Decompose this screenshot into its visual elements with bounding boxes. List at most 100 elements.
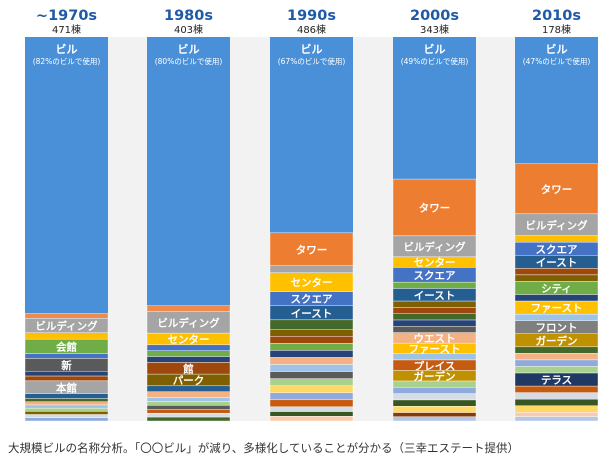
bar-segment (24, 398, 109, 402)
bar-segment (24, 332, 109, 340)
building-count: 471棟 (52, 23, 81, 36)
segment-label: テラス (541, 375, 572, 387)
segment-label: 本館 (56, 381, 77, 394)
segment-label: スクエア (414, 270, 456, 282)
bar-segment (146, 385, 231, 392)
segment-label: ガーデン (536, 334, 578, 347)
bar-segment (24, 401, 109, 406)
bar-segment (269, 399, 354, 408)
bar-segment (514, 405, 599, 413)
bar-segment (514, 163, 599, 215)
bar-segment (392, 313, 477, 321)
main-segment-percent: (47%のビルで使用) (523, 56, 591, 66)
building-count: 343棟 (420, 23, 449, 36)
bar-segment (392, 307, 477, 314)
segment-label: ウエスト (414, 333, 456, 345)
bar-segment (146, 416, 231, 422)
bar-segment (392, 353, 477, 361)
main-segment-percent: (80%のビルで使用) (155, 56, 223, 66)
segment-label: ファースト (531, 303, 583, 315)
gap-strip (230, 37, 270, 421)
bar-segment (514, 359, 599, 367)
building-count: 403棟 (174, 23, 203, 36)
bar-segment (24, 404, 109, 409)
bar-segment (146, 412, 231, 418)
bar-segment (269, 319, 354, 330)
bar-segment (269, 371, 354, 379)
bar-segment-main (25, 37, 108, 314)
bar-segment (392, 412, 477, 417)
segment-label: タワー (296, 244, 328, 256)
bar-segment (269, 350, 354, 358)
bar-segment (392, 380, 477, 388)
bar-segment (24, 375, 109, 382)
segment-label: ビルディング (525, 219, 588, 232)
main-segment-label: ビル (546, 42, 568, 56)
segment-label: ガーデン (414, 370, 456, 383)
bar-segment (146, 356, 231, 363)
bar-segment (514, 385, 599, 393)
segment-label: センター (291, 277, 333, 289)
bar-segment (514, 398, 599, 406)
main-segment-label: ビル (424, 42, 446, 56)
bar-segment (269, 265, 354, 274)
category-label: 1980s (164, 8, 213, 24)
bar-segment (24, 414, 109, 418)
bar-segment (392, 406, 477, 413)
segment-label: ビルディング (35, 320, 98, 333)
bar-segment (514, 416, 599, 422)
gap-strip (476, 37, 515, 421)
bar-segment (269, 336, 354, 344)
segment-label: タワー (419, 202, 451, 214)
bar-segment (269, 232, 354, 266)
bar-segment (514, 313, 599, 321)
bar-segment (514, 274, 599, 282)
segment-label: シティ (541, 283, 572, 295)
segment-label: 新 (61, 359, 72, 372)
category-label: 2000s (410, 8, 459, 24)
bar-segment (146, 391, 231, 398)
segment-label: スクエア (291, 294, 333, 306)
bar-segment (24, 393, 109, 399)
building-count: 178棟 (542, 23, 571, 36)
main-segment-label: ビル (56, 42, 78, 56)
main-segment-label: ビル (301, 42, 323, 56)
segment-label: イースト (291, 308, 332, 320)
bar-segment (392, 387, 477, 394)
bar-segment (514, 346, 599, 354)
bar-segment (24, 411, 109, 415)
bar-segment (146, 350, 231, 357)
bar-segment (392, 326, 477, 333)
bar-segment (514, 235, 599, 243)
bar-segment (146, 344, 231, 351)
bar-segment (24, 371, 109, 377)
bar-segment (392, 178, 477, 237)
bar-segment (514, 392, 599, 400)
main-segment-label: ビル (178, 42, 200, 56)
bar-segment (514, 353, 599, 361)
bar-segment (146, 305, 231, 312)
bar-segment-main (147, 37, 230, 306)
segment-label: イースト (536, 257, 577, 269)
bar-segment (24, 417, 109, 422)
bar-segment-main (270, 37, 353, 233)
bar-segment-main (393, 37, 476, 180)
gap-strip (108, 37, 147, 421)
bar-segment (392, 281, 477, 289)
bar-segment-main (515, 37, 598, 164)
bar-segment (269, 411, 354, 417)
bar-segment (146, 409, 231, 414)
bar-segment (269, 392, 354, 401)
gap-strip (353, 37, 393, 421)
segment-label: タワー (541, 184, 573, 196)
bar-segment (24, 353, 109, 359)
segment-label: ファースト (409, 343, 461, 355)
bar-segment (146, 397, 231, 402)
segment-label: パーク (173, 375, 205, 387)
bar-segment (146, 401, 231, 406)
bar-segment (514, 366, 599, 374)
bar-segment (269, 343, 354, 351)
segment-label: プレイス (414, 359, 456, 372)
category-label: 1990s (287, 8, 336, 24)
